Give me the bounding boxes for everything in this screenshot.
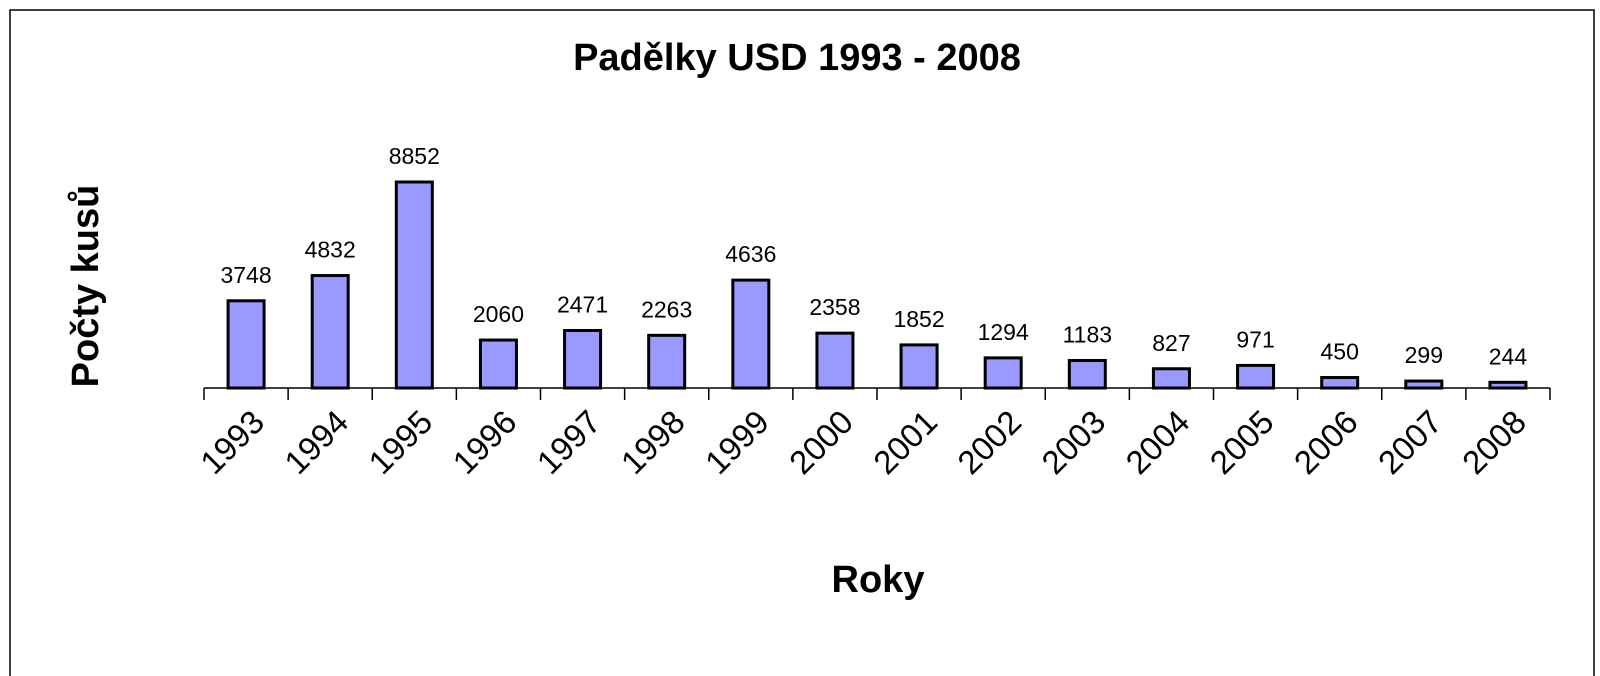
- data-label: 450: [1321, 339, 1359, 365]
- bar: [1320, 376, 1360, 390]
- data-label: 299: [1405, 342, 1443, 368]
- data-label: 827: [1152, 330, 1190, 356]
- data-label: 2060: [473, 301, 524, 327]
- bar: [731, 278, 771, 390]
- chart-title: Padělky USD 1993 - 2008: [573, 37, 1021, 79]
- bar: [310, 274, 350, 390]
- bar: [1488, 380, 1528, 390]
- x-axis-title: Roky: [832, 559, 925, 601]
- bar: [478, 338, 518, 390]
- bar: [226, 299, 266, 390]
- data-label: 8852: [389, 143, 440, 169]
- bar: [563, 328, 603, 390]
- bar: [815, 331, 855, 390]
- data-label: 3748: [220, 262, 271, 288]
- bar: [899, 343, 939, 390]
- data-label: 2358: [809, 294, 860, 320]
- data-label: 1852: [893, 306, 944, 332]
- bar: [394, 180, 434, 390]
- data-label: 971: [1236, 326, 1274, 352]
- bar: [1151, 367, 1191, 390]
- bar: [1067, 358, 1107, 390]
- data-label: 2263: [641, 296, 692, 322]
- data-label: 244: [1489, 343, 1528, 369]
- data-label: 4636: [725, 241, 776, 267]
- bar: [1236, 363, 1276, 390]
- data-label: 2471: [557, 292, 608, 318]
- y-axis-title: Počty kusů: [65, 185, 107, 388]
- data-label: 1183: [1063, 322, 1112, 348]
- bar: [1404, 379, 1444, 390]
- data-label: 1294: [978, 319, 1029, 345]
- data-label: 4832: [305, 237, 356, 263]
- chart-frame: [9, 9, 1595, 676]
- bar: [647, 333, 687, 390]
- bar: [983, 356, 1023, 390]
